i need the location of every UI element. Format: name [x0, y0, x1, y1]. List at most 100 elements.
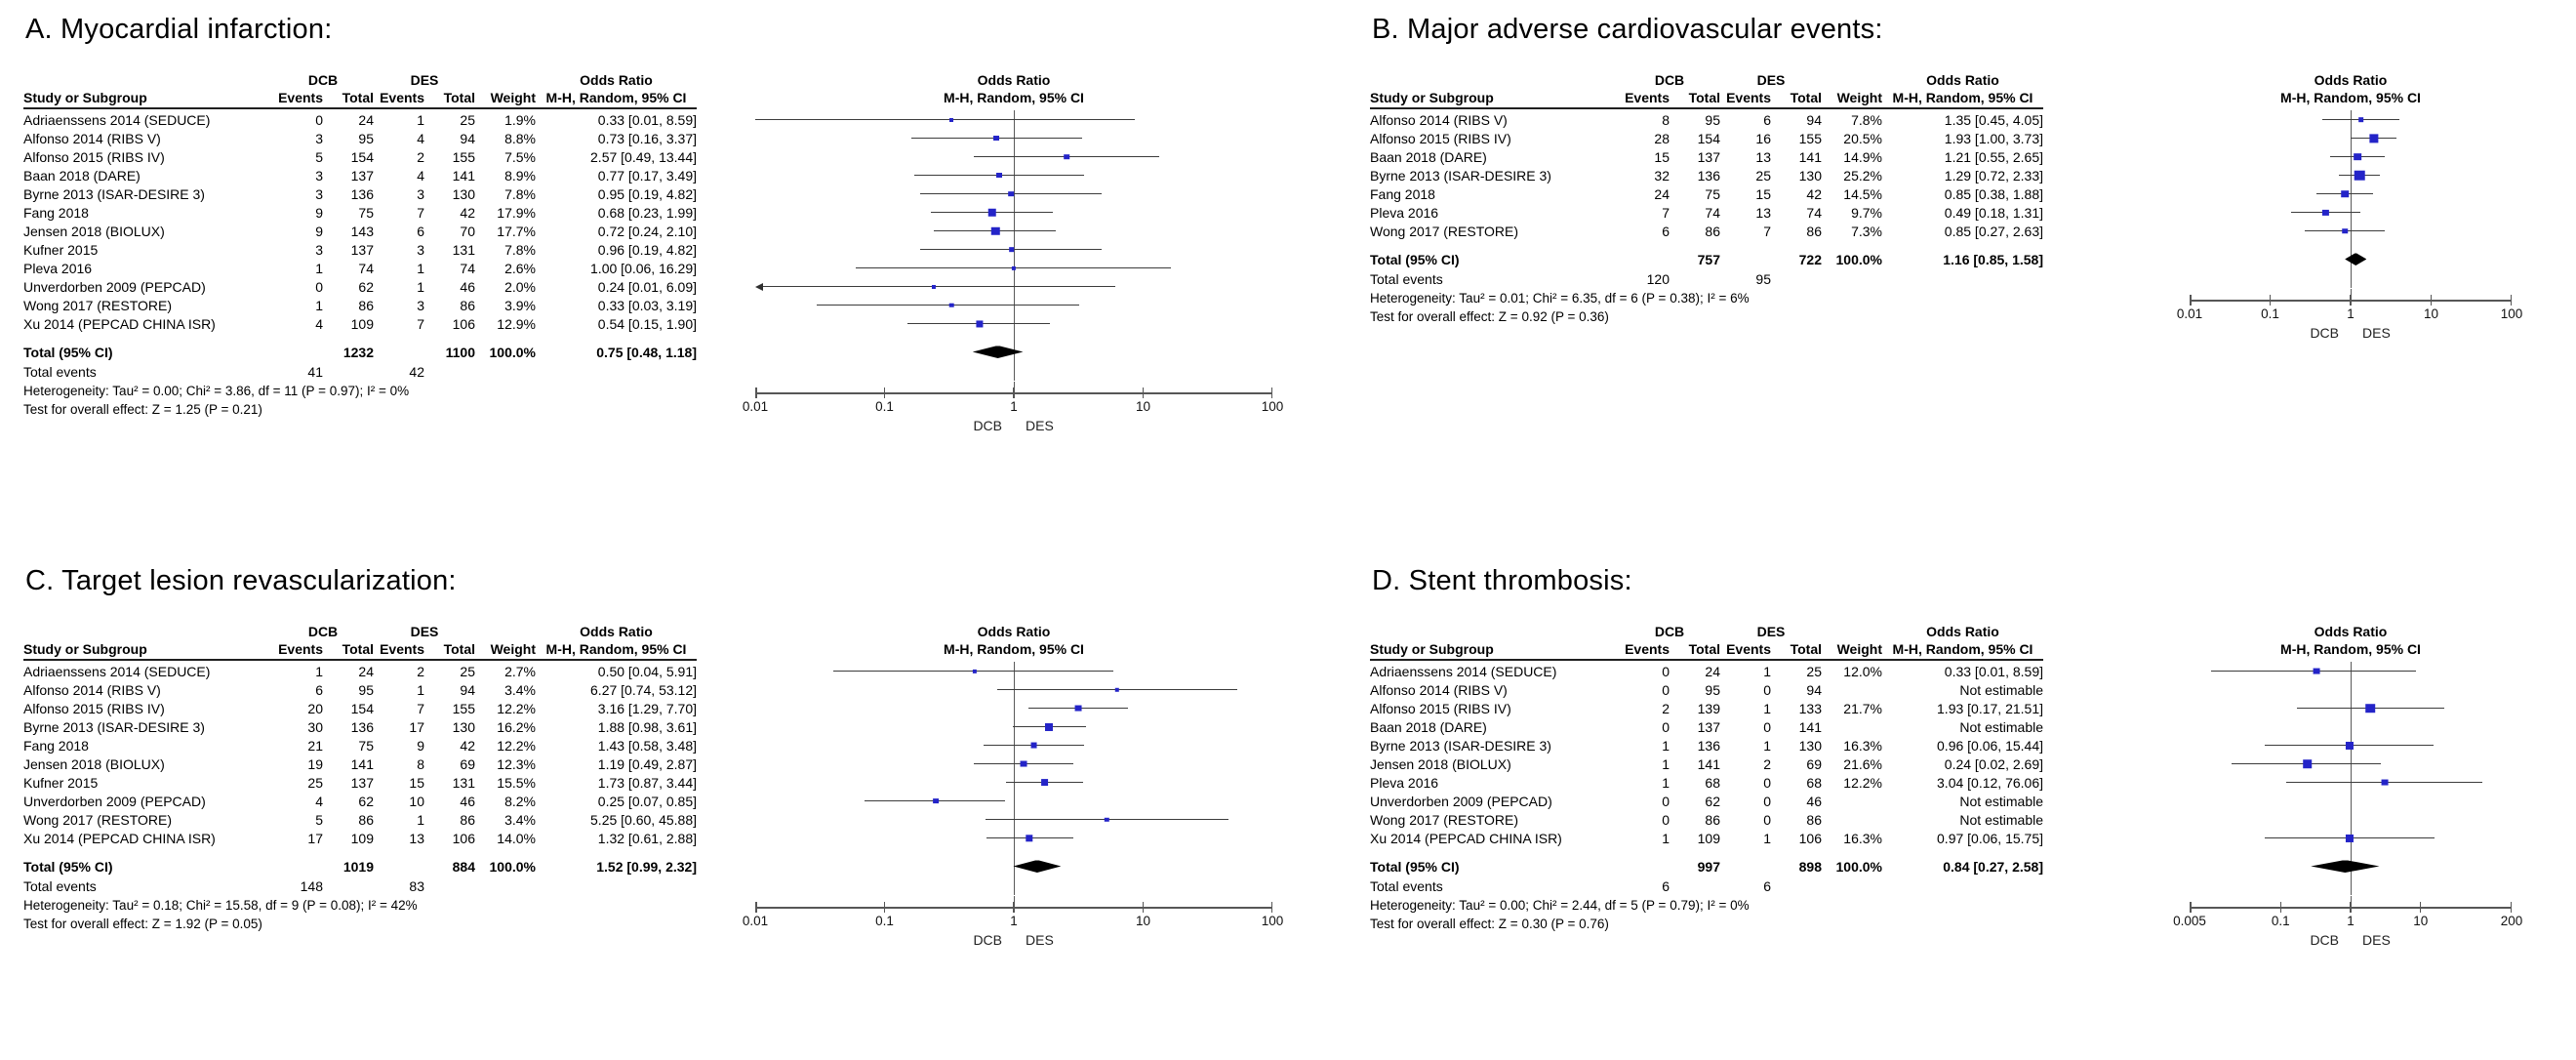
- des-total-value: 106: [1798, 830, 1822, 846]
- dcb-events-header: Events: [278, 90, 323, 105]
- des-column-group: DES: [1756, 72, 1786, 88]
- plot-cell: [755, 662, 1272, 680]
- ci-arrow-left: [755, 282, 763, 291]
- plot-header-group: Odds Ratio: [2314, 72, 2388, 88]
- weight-value: 14.0%: [497, 830, 536, 846]
- axis-tick-label: 10: [1135, 399, 1151, 414]
- dcb-total-value: 95: [358, 681, 374, 698]
- des-events-value: 0: [1763, 681, 1771, 698]
- plot-cell: [755, 259, 1272, 277]
- plot-cell: [755, 314, 1272, 333]
- summary-diamond: [1013, 860, 1062, 873]
- table-header-columns: Study or Subgroup Events Total Events Total W…: [23, 89, 1337, 106]
- dcb-total-value: 24: [358, 663, 374, 679]
- axis-tick-label: 0.01: [742, 914, 769, 928]
- odds-ratio-value: 1.93 [1.00, 3.73]: [1944, 130, 2043, 146]
- weight-value: 1.9%: [504, 111, 536, 128]
- plot-cell: [755, 856, 1272, 877]
- point-estimate-marker: [1020, 760, 1027, 767]
- axis-tick-label: 0.1: [875, 399, 894, 414]
- point-estimate-marker: [1045, 722, 1054, 731]
- dcb-total-value: 137: [1697, 718, 1720, 735]
- odds-ratio-value: Not estimable: [1959, 681, 2043, 698]
- study-name: Byrne 2013 (ISAR-DESIRE 3): [23, 718, 205, 735]
- des-events-value: 4: [417, 167, 424, 183]
- study-row: Fang 2018 24 75 15 42 14.5% 0.85 [0.38, 1.88]: [1370, 184, 2574, 203]
- des-events-value: 7: [417, 700, 424, 716]
- odds-ratio-value: 0.96 [0.06, 15.44]: [1937, 737, 2043, 754]
- plot-cell: [755, 296, 1272, 314]
- axis-tick: [1270, 902, 1272, 913]
- dcb-total-value: 74: [1705, 204, 1720, 221]
- des-column-group: DES: [1756, 624, 1786, 639]
- plot-method-header: M-H, Random, 95% CI: [2280, 90, 2421, 105]
- dcb-total-value: 109: [350, 315, 374, 332]
- dcb-total-value: 139: [1697, 700, 1720, 716]
- study-name: Baan 2018 (DARE): [1370, 148, 1487, 165]
- des-column-group: DES: [410, 624, 439, 639]
- weight-value: 7.8%: [1851, 111, 1882, 128]
- axis-tick: [2430, 295, 2433, 306]
- des-events-value: 0: [1763, 811, 1771, 828]
- study-row: Baan 2018 (DARE) 15 137 13 141 14.9% 1.21 [0.5…: [1370, 147, 2574, 166]
- plot-cell: [755, 680, 1272, 699]
- odds-ratio-value: 1.88 [0.98, 3.61]: [597, 718, 697, 735]
- study-row: Unverdorben 2009 (PEPCAD) 0 62 1 46 2.0% 0.24 …: [23, 277, 1337, 296]
- total-dcb-n: 1019: [342, 858, 374, 875]
- weight-value: 2.7%: [504, 663, 536, 679]
- axis-tick-label: 10: [2423, 306, 2439, 321]
- des-total-value: 86: [460, 297, 475, 313]
- study-name: Alfonso 2015 (RIBS IV): [1370, 700, 1511, 716]
- weight-value: 7.3%: [1851, 223, 1882, 239]
- des-total-value: 155: [1798, 130, 1822, 146]
- axis-tick-label: 1: [1010, 914, 1018, 928]
- null-effect-line: [2351, 717, 2352, 736]
- dcb-total-value: 109: [1697, 830, 1720, 846]
- study-name: Pleva 2016: [1370, 774, 1439, 791]
- table-header-groups: DCB DES Odds Ratio Odds Ratio: [1370, 623, 2574, 640]
- summary-diamond: [2345, 253, 2367, 265]
- des-events-value: 3: [417, 297, 424, 313]
- study-row: Adriaenssens 2014 (SEDUCE) 1 24 2 25 2.7% 0.50…: [23, 662, 1337, 680]
- panel-footer: Heterogeneity: Tau² = 0.18; Chi² = 15.58…: [23, 896, 1337, 962]
- plot-cell: [2190, 129, 2512, 147]
- spacer-row: [1370, 240, 2574, 249]
- favours-des-label: DES: [2362, 325, 2391, 341]
- plot-cell: [2190, 269, 2512, 288]
- dcb-total-value: 68: [1705, 774, 1720, 791]
- axis-tick: [883, 902, 886, 913]
- confidence-interval-line: [2210, 670, 2416, 672]
- des-total-value: 130: [452, 185, 475, 202]
- overall-effect-text: Test for overall effect: Z = 0.92 (P = 0…: [1370, 309, 1609, 324]
- point-estimate-marker: [990, 226, 1000, 235]
- dcb-events-value: 0: [1662, 811, 1670, 828]
- panel-stent-thrombosis: D. Stent thrombosis: DCB DES Odds Ratio Odd…: [1337, 557, 2574, 962]
- study-name: Fang 2018: [23, 737, 89, 754]
- point-estimate-marker: [2302, 758, 2313, 769]
- dcb-events-value: 25: [307, 774, 323, 791]
- dcb-column-group: DCB: [1654, 72, 1685, 88]
- study-row: Alfonso 2015 (RIBS IV) 5 154 2 155 7.5% 2.57 […: [23, 147, 1337, 166]
- axis-tick: [2419, 902, 2422, 913]
- total-events-dcb: 6: [1662, 877, 1670, 894]
- null-effect-line: [1014, 333, 1015, 342]
- dcb-events-value: 5: [315, 811, 323, 828]
- point-estimate-marker: [992, 135, 999, 142]
- des-total-value: 42: [1806, 185, 1822, 202]
- des-total-value: 141: [1798, 718, 1822, 735]
- study-row: Jensen 2018 (BIOLUX) 1 141 2 69 21.6% 0.24 [0.…: [1370, 754, 2574, 773]
- des-events-value: 0: [1763, 793, 1771, 809]
- study-row: Byrne 2013 (ISAR-DESIRE 3) 3 136 3 130 7.8% 0.…: [23, 184, 1337, 203]
- point-estimate-marker: [1030, 742, 1038, 749]
- des-total-value: 69: [460, 755, 475, 772]
- dcb-events-value: 30: [307, 718, 323, 735]
- axis-tick-label: 0.005: [2173, 914, 2206, 928]
- study-name: Adriaenssens 2014 (SEDUCE): [23, 111, 211, 128]
- odds-ratio-value: 0.85 [0.38, 1.88]: [1944, 185, 2043, 202]
- des-total-value: 69: [1806, 755, 1822, 772]
- total-weight: 100.0%: [489, 858, 536, 875]
- des-total-value: 131: [452, 774, 475, 791]
- dcb-events-value: 1: [1662, 755, 1670, 772]
- total-weight: 100.0%: [489, 344, 536, 360]
- study-row: Pleva 2016 1 74 1 74 2.6% 1.00 [0.06, 16.29]: [23, 259, 1337, 277]
